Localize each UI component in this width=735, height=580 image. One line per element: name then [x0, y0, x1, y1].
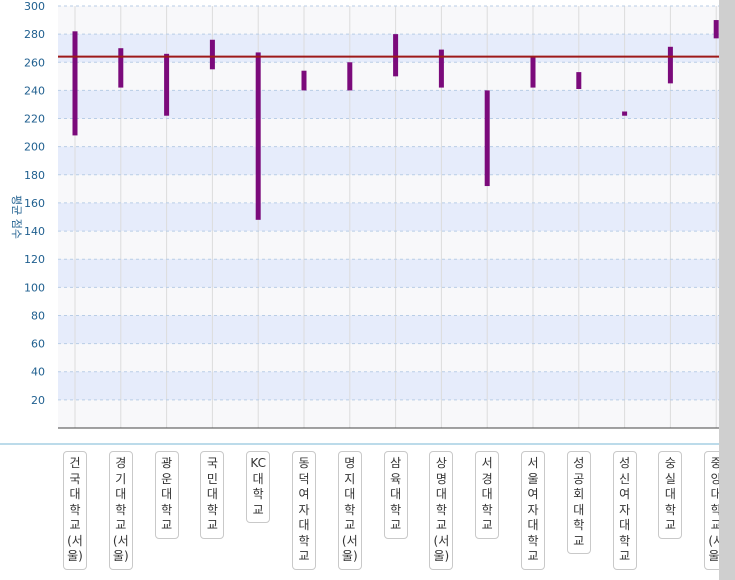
range-bar	[530, 56, 536, 88]
x-tick-label: 경 기 대 학 교 (서 울)	[108, 451, 133, 570]
grid-band	[58, 90, 719, 119]
y-tick-label: 220	[24, 113, 45, 126]
y-tick-label: 140	[24, 225, 45, 238]
range-bar	[301, 70, 307, 91]
y-tick-label: 100	[24, 281, 45, 294]
chart-canvas: 20 40 60 80 100 120 140 160 180 200 220 240 260 280 30…	[0, 0, 719, 445]
range-bar	[667, 46, 673, 84]
y-tick-label: 180	[24, 169, 45, 182]
range-bar	[484, 90, 490, 187]
range-bar	[118, 48, 124, 88]
grid-band	[58, 315, 719, 344]
range-bar	[576, 72, 582, 89]
y-tick-label: 40	[31, 366, 45, 379]
range-bar	[393, 34, 399, 77]
x-tick-label: 건 국 대 학 교 (서 울)	[63, 451, 87, 570]
range-bar	[255, 52, 261, 220]
y-tick-label: 280	[24, 28, 45, 41]
grid-band	[58, 34, 719, 63]
grid-band	[58, 259, 719, 288]
grid-band	[58, 371, 719, 400]
range-bar	[209, 39, 215, 70]
y-tick-label: 300	[24, 0, 45, 13]
y-tick-label: 260	[24, 56, 45, 69]
range-bar	[347, 62, 353, 91]
grid-band	[58, 146, 719, 175]
x-tick-label: 명 지 대 학 교 (서 울)	[337, 451, 362, 570]
y-tick-label: 200	[24, 141, 45, 154]
y-tick-label: 240	[24, 84, 45, 97]
x-tick-label: KC 대 학 교	[246, 451, 271, 523]
range-bar	[438, 49, 444, 88]
range-bar	[164, 53, 170, 116]
vertical-scrollbar[interactable]	[719, 0, 735, 580]
y-tick-label: 120	[24, 253, 45, 266]
grid-band	[58, 202, 719, 232]
y-tick-label: 160	[24, 197, 45, 210]
y-axis-label: 평균 점수	[10, 195, 23, 239]
x-tick-label: 상 명 대 학 교 (서 울)	[429, 451, 454, 570]
range-bar	[72, 31, 78, 136]
y-tick-label: 80	[31, 309, 45, 322]
range-bar	[713, 20, 719, 39]
y-tick-label: 20	[31, 394, 45, 407]
range-bar	[622, 111, 628, 116]
y-tick-label: 60	[31, 338, 45, 351]
